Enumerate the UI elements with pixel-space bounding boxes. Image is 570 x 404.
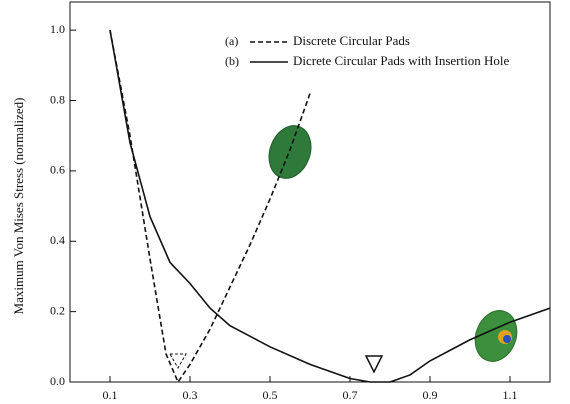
- y-axis-label: Maximum Von Mises Stress (normalized): [11, 98, 26, 315]
- series-line: [109, 30, 551, 383]
- x-tick-label: 0.9: [423, 388, 438, 402]
- pad-illustration: [268, 125, 312, 179]
- y-tick-label: 0.6: [50, 163, 65, 177]
- x-tick-label: 1.1: [503, 388, 518, 402]
- x-tick-label: 0.5: [263, 388, 278, 402]
- min-marker: [364, 355, 384, 374]
- x-tick-label: 0.3: [183, 388, 198, 402]
- hole-illustration: [503, 335, 511, 343]
- x-tick-label: 0.7: [343, 388, 358, 402]
- y-tick-label: 0.0: [50, 374, 65, 388]
- y-tick-label: 0.4: [50, 233, 65, 247]
- series-line: [109, 29, 311, 384]
- y-tick-label: 0.8: [50, 92, 65, 106]
- legend-tag: (b): [225, 54, 239, 68]
- y-tick-label: 0.2: [50, 303, 65, 317]
- min-marker: [169, 353, 187, 370]
- legend-label: Dicrete Circular Pads with Insertion Hol…: [293, 53, 509, 68]
- plot-frame: [69, 1, 551, 383]
- legend-label: Discrete Circular Pads: [293, 33, 410, 48]
- x-tick-label: 0.1: [103, 388, 118, 402]
- y-tick-label: 1.0: [50, 22, 65, 36]
- legend-tag: (a): [225, 34, 238, 48]
